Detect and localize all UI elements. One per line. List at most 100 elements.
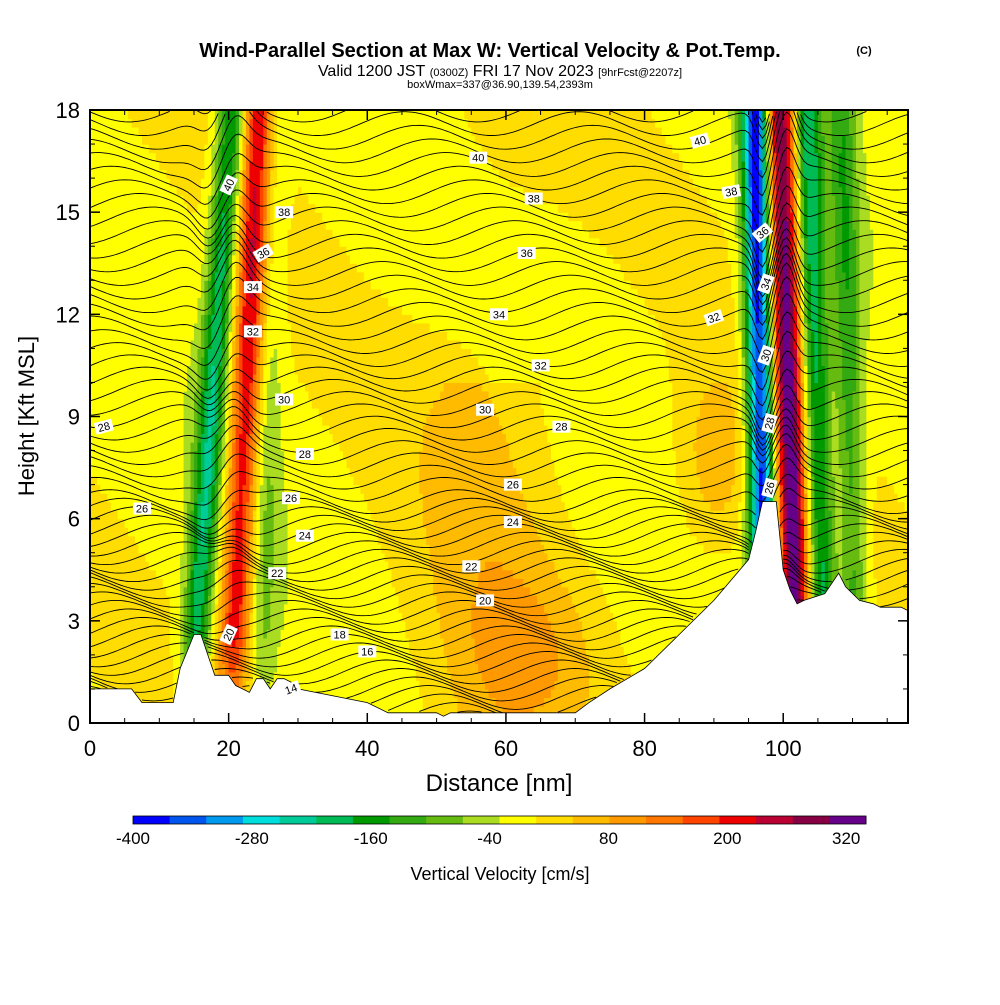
velocity-cell <box>103 552 108 562</box>
velocity-cell <box>232 390 237 401</box>
velocity-cell <box>166 646 171 656</box>
velocity-cell <box>148 263 153 273</box>
velocity-cell <box>141 152 147 162</box>
velocity-cell <box>218 161 223 171</box>
velocity-cell <box>266 433 271 443</box>
velocity-cell <box>322 373 327 384</box>
velocity-cell <box>204 467 209 477</box>
velocity-cell <box>322 254 327 264</box>
velocity-cell <box>169 144 174 154</box>
velocity-cell <box>318 518 323 528</box>
velocity-cell <box>131 552 136 562</box>
velocity-cell <box>266 118 271 128</box>
velocity-cell <box>197 254 202 264</box>
velocity-cell <box>114 152 119 162</box>
velocity-cell <box>232 654 237 665</box>
velocity-cell <box>284 467 289 477</box>
velocity-cell <box>225 144 230 154</box>
velocity-cell <box>169 501 174 511</box>
velocity-cell <box>107 373 112 384</box>
velocity-cell <box>169 561 174 571</box>
velocity-cell <box>128 246 133 256</box>
velocity-cell <box>107 118 112 128</box>
velocity-cell <box>291 178 296 188</box>
velocity-cell <box>270 535 275 545</box>
velocity-cell <box>169 595 174 605</box>
velocity-cell <box>308 390 313 401</box>
velocity-cell <box>249 305 254 315</box>
velocity-cell <box>96 186 101 196</box>
velocity-cell <box>318 501 323 511</box>
velocity-cell <box>325 433 330 443</box>
velocity-cell <box>256 314 261 324</box>
velocity-cell <box>232 561 237 571</box>
velocity-cell <box>235 271 240 281</box>
velocity-cell <box>277 254 282 264</box>
velocity-cell <box>249 629 254 639</box>
velocity-cell <box>145 561 150 571</box>
velocity-cell <box>121 603 126 613</box>
velocity-cell <box>93 407 98 418</box>
velocity-cell <box>204 195 209 205</box>
velocity-cell <box>287 425 292 435</box>
velocity-cell <box>225 467 230 477</box>
velocity-cell <box>308 518 313 528</box>
velocity-cell <box>311 671 316 682</box>
velocity-cell <box>162 331 167 341</box>
velocity-cell <box>110 322 115 332</box>
velocity-cell <box>228 314 233 324</box>
velocity-cell <box>273 263 278 273</box>
velocity-cell <box>242 212 247 222</box>
velocity-cell <box>318 297 323 307</box>
velocity-cell <box>152 322 157 332</box>
velocity-cell <box>297 237 303 247</box>
velocity-cell <box>304 654 309 665</box>
velocity-cell <box>322 135 327 145</box>
velocity-cell <box>249 535 254 545</box>
velocity-cell <box>232 467 237 477</box>
velocity-cell <box>214 484 219 494</box>
velocity-cell <box>242 220 247 230</box>
velocity-cell <box>110 271 115 281</box>
velocity-cell <box>190 331 195 341</box>
velocity-cell <box>90 501 95 511</box>
velocity-cell <box>183 305 188 315</box>
velocity-cell <box>173 263 178 273</box>
velocity-cell <box>273 544 278 554</box>
velocity-cell <box>263 646 268 656</box>
velocity-cell <box>135 280 140 290</box>
velocity-cell <box>176 263 181 273</box>
velocity-cell <box>318 229 323 239</box>
velocity-cell <box>270 297 275 307</box>
velocity-cell <box>259 195 264 205</box>
velocity-cell <box>169 569 174 579</box>
velocity-cell <box>103 535 108 545</box>
velocity-cell <box>180 586 185 596</box>
velocity-cell <box>318 271 323 281</box>
velocity-cell <box>141 110 147 120</box>
velocity-cell <box>90 237 95 247</box>
velocity-cell <box>239 220 244 230</box>
velocity-cell <box>128 118 133 128</box>
velocity-cell <box>322 527 327 537</box>
velocity-cell <box>270 493 275 503</box>
velocity-cell <box>322 237 327 247</box>
velocity-cell <box>152 680 157 690</box>
velocity-cell <box>304 544 309 554</box>
velocity-cell <box>291 595 296 605</box>
velocity-cell <box>315 561 320 571</box>
velocity-cell <box>294 263 299 273</box>
velocity-cell <box>200 331 205 341</box>
velocity-cell <box>190 356 195 367</box>
velocity-cell <box>103 127 108 137</box>
velocity-cell <box>190 510 195 520</box>
velocity-cell <box>249 314 254 324</box>
velocity-cell <box>277 288 282 298</box>
velocity-cell <box>273 288 278 298</box>
velocity-cell <box>93 518 98 528</box>
velocity-cell <box>117 195 122 205</box>
velocity-cell <box>187 280 192 290</box>
velocity-cell <box>110 373 115 384</box>
velocity-cell <box>218 476 223 486</box>
velocity-cell <box>301 305 306 315</box>
